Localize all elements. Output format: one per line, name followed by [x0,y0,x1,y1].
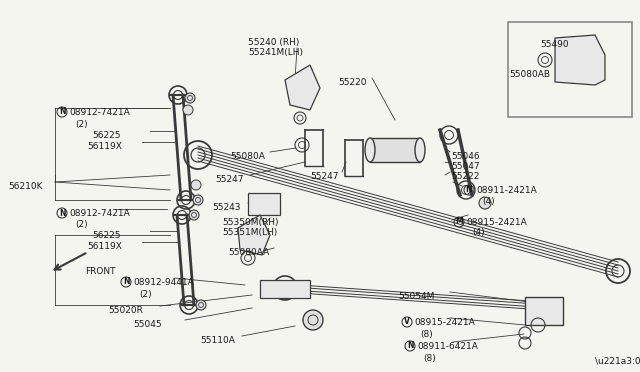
Ellipse shape [365,138,375,162]
Circle shape [303,310,323,330]
Text: N: N [407,341,413,350]
Text: N: N [123,278,129,286]
Circle shape [185,93,195,103]
Circle shape [196,300,206,310]
Text: 55222: 55222 [451,172,479,181]
Text: 08915-2421A: 08915-2421A [466,218,527,227]
Ellipse shape [415,138,425,162]
Text: M: M [455,218,463,227]
Text: 55110A: 55110A [200,336,235,345]
Circle shape [479,197,491,209]
Text: 55241M(LH): 55241M(LH) [248,48,303,57]
Bar [508,22,632,117]
Text: 55240 (RH): 55240 (RH) [248,38,300,47]
Polygon shape [285,65,320,110]
Circle shape [183,105,193,115]
Text: 08915-2421A: 08915-2421A [414,318,475,327]
Polygon shape [238,215,270,255]
Bar [248,193,280,215]
Text: 55047: 55047 [451,162,479,171]
Text: 55080A: 55080A [230,152,265,161]
Text: 55247: 55247 [215,175,243,184]
Text: 55045: 55045 [133,320,162,329]
Text: N: N [59,108,65,116]
Text: (2): (2) [75,120,88,129]
Bar [525,297,563,325]
Bar [260,280,310,298]
Text: 55243: 55243 [212,203,241,212]
Text: 55080AB: 55080AB [509,70,550,79]
Text: 55490: 55490 [540,40,568,49]
Text: 55020R: 55020R [108,306,143,315]
Text: 55054M: 55054M [398,292,435,301]
Text: (2): (2) [75,220,88,229]
Text: FRONT: FRONT [85,267,115,276]
Text: \u221a3:0000: \u221a3:0000 [595,356,640,365]
Text: 55351M(LH): 55351M(LH) [222,228,277,237]
Text: 55247: 55247 [310,172,339,181]
Circle shape [191,180,201,190]
Text: 08911-2421A: 08911-2421A [476,186,537,195]
Text: (2): (2) [139,290,152,299]
Text: 08912-7421A: 08912-7421A [69,108,130,117]
Text: 08912-7421A: 08912-7421A [69,209,130,218]
Text: V: V [404,317,410,327]
Text: 56119X: 56119X [87,142,122,151]
Text: 55220: 55220 [338,78,367,87]
Text: (8): (8) [423,354,436,363]
Text: N: N [466,186,472,195]
Text: 56225: 56225 [92,231,120,240]
Text: 55080AA: 55080AA [228,248,269,257]
Text: (8): (8) [420,330,433,339]
Circle shape [189,210,199,220]
Polygon shape [555,35,605,85]
Bar [370,138,420,162]
Text: 56119X: 56119X [87,242,122,251]
Circle shape [193,195,203,205]
Text: (4): (4) [482,197,495,206]
Text: 08912-9441A: 08912-9441A [133,278,194,287]
Text: N: N [59,208,65,218]
Text: 56210K: 56210K [8,182,42,191]
Text: 56225: 56225 [92,131,120,140]
Text: 08911-6421A: 08911-6421A [417,342,478,351]
Text: 55046: 55046 [451,152,479,161]
Text: (4): (4) [472,228,484,237]
Text: 55350M(RH): 55350M(RH) [222,218,278,227]
